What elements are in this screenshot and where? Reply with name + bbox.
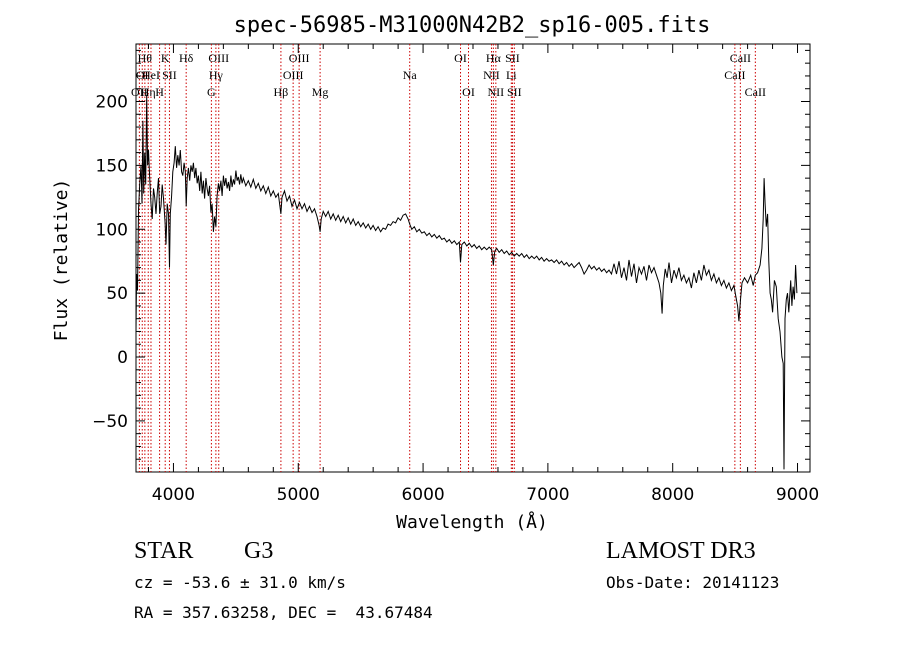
coordinates: RA = 357.63258, DEC = 43.67484	[134, 603, 433, 622]
line-label-2: Hθ	[138, 51, 153, 65]
line-label-0: OII	[131, 85, 148, 99]
y-tick-label: 200	[96, 92, 128, 112]
line-label-3: Hη	[141, 85, 156, 99]
line-label-7: SII	[162, 68, 177, 82]
plot-frame	[135, 43, 811, 473]
line-label-12: Hβ	[274, 85, 289, 99]
object-subclass: G3	[244, 538, 274, 564]
line-label-10: Hγ	[209, 68, 224, 82]
line-label-15: Mg	[312, 85, 329, 99]
x-tick-label: 7000	[526, 485, 569, 505]
line-label-20: Hα	[486, 51, 502, 65]
line-label-14: OIII	[289, 51, 310, 65]
spectral-line-markers	[138, 44, 756, 472]
spectrum-line	[135, 95, 798, 470]
line-label-8: Hδ	[179, 51, 194, 65]
y-tick-label: 0	[117, 348, 128, 368]
spectral-line-labels: OIIOIHθHηHeIHKSIIHδGHγOIIIHβOIIIOIIIMgNa…	[131, 51, 766, 99]
line-label-27: CaII	[745, 85, 766, 99]
line-label-21: NII	[488, 85, 505, 99]
line-label-16: Na	[403, 68, 418, 82]
x-tick-label: 4000	[152, 485, 195, 505]
redshift-text: cz = -53.6 ± 31.0 km/s	[134, 573, 346, 592]
y-axis: −50 0 50 100 150 200	[92, 49, 810, 460]
line-label-23: SII	[505, 51, 520, 65]
line-label-25: CaII	[724, 68, 745, 82]
y-tick-label: 150	[96, 156, 128, 176]
y-tick-label: 100	[96, 220, 128, 240]
line-label-13: OIII	[283, 68, 304, 82]
x-tick-label: 5000	[277, 485, 320, 505]
survey-name: LAMOST DR3	[606, 538, 756, 564]
line-label-19: NII	[483, 68, 500, 82]
line-label-6: K	[161, 51, 170, 65]
y-tick-label: −50	[92, 412, 128, 432]
line-label-4: HeI	[142, 68, 160, 82]
obs-date: Obs-Date: 20141123	[606, 573, 780, 592]
line-label-22: Li	[506, 68, 517, 82]
x-tick-label: 9000	[776, 485, 819, 505]
line-label-9: G	[207, 85, 216, 99]
line-label-26: CaII	[730, 51, 751, 65]
y-axis-label: Flux (relative)	[51, 179, 72, 342]
line-label-11: OIII	[208, 51, 229, 65]
x-axis: 4000 5000 6000 7000 8000 9000	[147, 44, 819, 505]
x-tick-label: 6000	[401, 485, 444, 505]
y-tick-label: 50	[106, 284, 128, 304]
x-tick-label: 8000	[651, 485, 694, 505]
line-label-5: H	[155, 85, 164, 99]
line-label-18: OI	[462, 85, 475, 99]
line-label-17: OI	[454, 51, 467, 65]
line-label-24: SII	[507, 85, 522, 99]
x-axis-label: Wavelength (Å)	[396, 511, 548, 533]
chart-title: spec-56985-M31000N42B2_sp16-005.fits	[234, 13, 711, 38]
object-class: STAR	[134, 538, 194, 564]
line-label-1: OI	[136, 68, 149, 82]
